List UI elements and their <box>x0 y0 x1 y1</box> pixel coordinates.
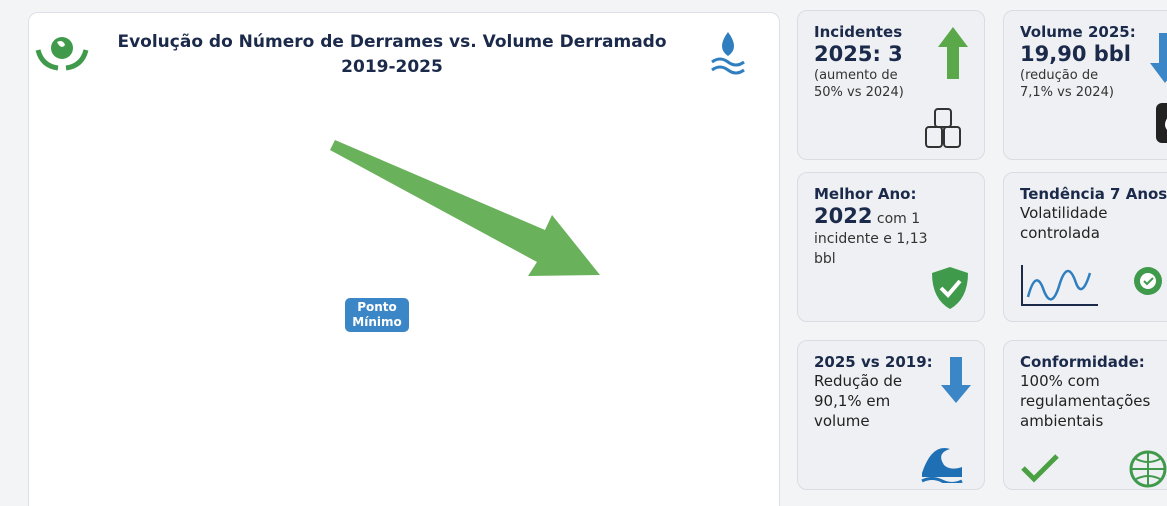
badge-icon <box>1134 267 1162 295</box>
trend-arrow <box>330 140 600 276</box>
card-text: (redução de 7,1% vs 2024) <box>1020 68 1114 100</box>
barrel-icon <box>1156 103 1167 143</box>
shield-icon <box>932 267 968 309</box>
card: Tendência 7 Anos Volatilidade controlada <box>1003 172 1167 322</box>
chart-title: Evolução do Número de Derrames vs. Volum… <box>117 32 666 52</box>
chart-subtitle: 2019-2025 <box>341 57 443 77</box>
card-text: 100% com regulamentações ambientais <box>1020 372 1151 430</box>
card-title: 2025 vs 2019: <box>814 353 933 371</box>
card-text: Redução de 90,1% em volume <box>814 372 903 430</box>
card-title: Conformidade: <box>1020 353 1145 371</box>
wave-icon <box>921 448 963 483</box>
card: Incidentes 2025: 3 (aumento de 50% vs 20… <box>797 10 985 160</box>
check-icon <box>1021 454 1059 483</box>
barrels-icon <box>925 108 961 148</box>
card-headline: 19,90 bbl <box>1020 42 1131 66</box>
card: 2025 vs 2019: Redução de 90,1% em volume <box>797 340 985 490</box>
card-text: Volatilidade controlada <box>1020 204 1108 242</box>
card: Volume 2025: 19,90 bbl (redução de 7,1% … <box>1003 10 1167 160</box>
annotation: Ponto Mínimo <box>345 298 409 332</box>
card-headline: 2025: 3 <box>814 42 903 66</box>
up-arrow-icon <box>938 27 968 79</box>
globe-icon <box>1129 450 1167 488</box>
card: Melhor Ano: 2022 com 1 incidente e 1,13 … <box>797 172 985 322</box>
card-headline: 2022 <box>814 204 873 228</box>
trend-icon <box>1021 265 1098 306</box>
chart: Evolução do Número de Derrames vs. Volum… <box>35 32 745 276</box>
card-text: com 1 incidente e 1,13 bbl <box>814 211 928 267</box>
eco-icon <box>35 37 89 71</box>
card-title: Incidentes <box>814 23 903 41</box>
chart-panel <box>28 12 780 506</box>
card: Conformidade: 100% com regulamentações a… <box>1003 340 1167 490</box>
card-title: Melhor Ano: <box>814 185 917 203</box>
card-text: (aumento de 50% vs 2024) <box>814 68 904 100</box>
card-title: Volume 2025: <box>1020 23 1136 41</box>
down-arrow-icon <box>1150 33 1167 83</box>
card-title: Tendência 7 Anos <box>1020 185 1167 203</box>
down-arrow-icon <box>941 357 971 403</box>
water-icon <box>711 32 745 75</box>
